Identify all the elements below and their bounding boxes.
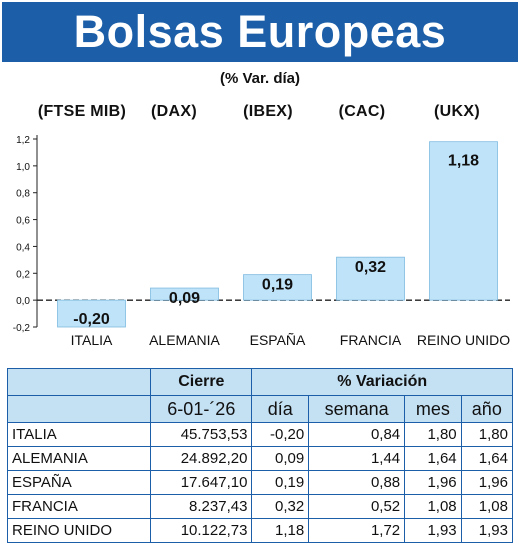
bar [57,299,126,328]
row-ano: 1,93 [460,518,514,543]
y-tick-label: 1,0 [16,162,30,173]
y-tick-label: 0,4 [16,242,30,253]
bar-chart: -0,2 0,0 0,2 0,4 0,6 0,8 1,0 1,2 -0,20 ITALIA 0,09… [13,135,510,348]
row-name: FRANCIA [6,494,152,519]
row-semana: 0,84 [308,422,406,447]
table-row: REINO UNIDO 10.122,73 1,18 1,72 1,93 1,9… [6,518,514,543]
row-mes: 1,80 [404,422,462,447]
y-tick-label: 0,6 [16,216,30,227]
header-name-blank [6,368,152,396]
bar [429,141,498,301]
bar-value-label: 0,09 [169,290,200,307]
y-tick-label: 1,2 [16,135,30,146]
index-label-ftse-mib: (FTSE MIB) [37,103,127,120]
row-semana: 1,44 [308,446,406,471]
bar [150,287,219,301]
row-ano: 1,08 [460,494,514,519]
y-tick-label: 0,2 [16,269,30,280]
x-category-label: ESPAÑA [250,332,306,348]
row-name: REINO UNIDO [6,518,152,543]
row-dia: 0,09 [251,446,310,471]
row-ano: 1,80 [460,422,514,447]
row-cierre: 10.122,73 [150,518,253,543]
row-semana: 0,88 [308,470,406,495]
x-category-label: REINO UNIDO [417,332,510,348]
row-cierre: 8.237,43 [150,494,253,519]
page-title: Bolsas Europeas [2,2,518,62]
row-ano: 1,64 [460,446,514,471]
row-dia: -0,20 [251,422,310,447]
table-group-header-row: Cierre % Variación [6,368,513,396]
row-dia: 1,18 [251,518,310,543]
chart-subtitle: (% Var. día) [219,70,301,87]
bar-value-label: 0,19 [262,277,293,294]
bar [336,256,405,301]
index-label-dax: (DAX) [151,103,197,120]
index-label-ibex: (IBEX) [243,103,293,120]
row-name: ALEMANIA [6,446,152,471]
row-dia: 0,19 [251,470,310,495]
bar-value-label: 0,32 [355,259,386,276]
row-mes: 1,93 [404,518,462,543]
y-tick-label: 0,8 [16,189,30,200]
table-row: ITALIA 45.753,53 -0,20 0,84 1,80 1,80 [6,422,514,447]
x-category-label: FRANCIA [340,332,402,348]
header-mes: mes [404,395,462,423]
y-tick-label: 0,0 [16,296,30,307]
table-column-header-row: 6-01-´26 día semana mes año [6,395,514,423]
bar-value-label: -0,20 [73,311,110,328]
y-tick-label: -0,2 [13,323,31,334]
row-mes: 1,08 [404,494,462,519]
row-semana: 0,52 [308,494,406,519]
table-row: ESPAÑA 17.647,10 0,19 0,88 1,96 1,96 [6,470,514,495]
header-variacion: % Variación [251,368,513,396]
index-label-cac: (CAC) [338,103,386,120]
row-semana: 1,72 [308,518,406,543]
x-category-label: ALEMANIA [149,332,220,348]
index-label-ukx: (UKX) [434,103,480,120]
row-mes: 1,64 [404,446,462,471]
table-row: ALEMANIA 24.892,20 0,09 1,44 1,64 1,64 [6,446,514,471]
row-ano: 1,96 [460,470,514,495]
row-cierre: 17.647,10 [150,470,253,495]
x-category-label: ITALIA [71,332,113,348]
header-dia: día [251,395,310,423]
row-name: ITALIA [6,422,152,447]
bar-value-label: 1,18 [448,153,479,170]
market-table: Cierre % Variación 6-01-´26 día semana m… [6,368,514,543]
header-cierre: Cierre [150,368,253,396]
header-date: 6-01-´26 [150,395,253,423]
row-dia: 0,32 [251,494,310,519]
row-cierre: 45.753,53 [150,422,253,447]
header-name-blank-2 [6,395,152,423]
row-name: ESPAÑA [6,470,152,495]
table-row: FRANCIA 8.237,43 0,32 0,52 1,08 1,08 [6,494,514,519]
bar [243,274,312,301]
row-cierre: 24.892,20 [150,446,253,471]
header-ano: año [460,395,514,423]
header-semana: semana [308,395,406,423]
row-mes: 1,96 [404,470,462,495]
